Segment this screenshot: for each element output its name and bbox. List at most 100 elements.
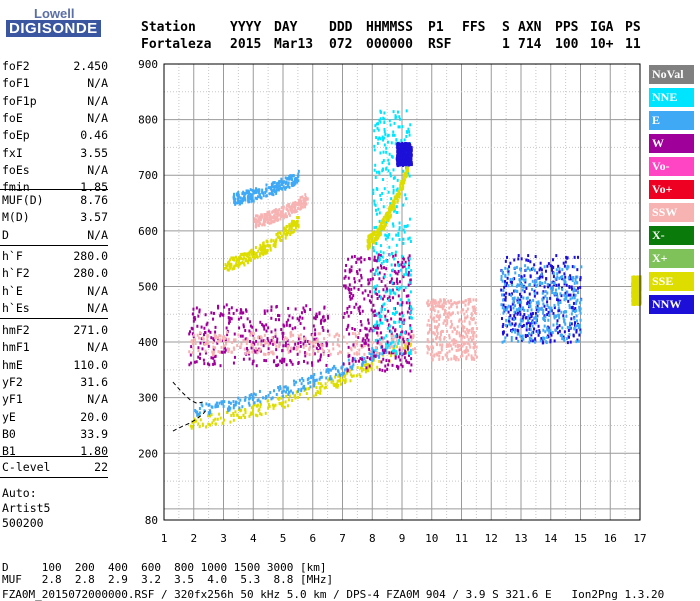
echo-point [410,307,413,311]
echo-point [274,184,277,188]
echo-point [248,339,251,343]
echo-point [405,224,408,228]
echo-point [262,220,265,224]
echo-point [238,401,241,405]
echo-point [517,254,520,258]
echo-point [503,308,506,312]
echo-point [401,301,404,305]
echo-point [403,262,406,266]
echo-point [546,300,549,304]
echo-point [379,321,382,325]
echo-point [378,338,381,342]
echo-point [525,258,528,262]
echo-point [252,360,255,364]
echo-point [472,307,475,311]
echo-point [244,395,247,399]
echo-point [521,325,524,329]
echo-point [402,150,405,154]
echo-point [537,302,540,306]
echo-point [381,224,384,228]
echo-point [458,318,461,322]
echo-point [473,305,476,309]
echo-point [263,333,266,337]
echo-point [389,202,392,206]
x-tick-label: 2 [190,532,197,545]
echo-point [189,424,192,428]
echo-point [196,324,199,328]
echo-point [396,281,399,285]
echo-point [207,344,210,348]
echo-point [430,350,433,354]
legend-entry: NNW [649,295,694,314]
echo-point [272,185,275,189]
echo-point [251,412,254,416]
echo-point [398,238,401,242]
echo-point [389,213,392,217]
echo-point [404,351,407,355]
header-label: AXN [518,20,542,35]
echo-point [513,266,516,270]
echo-point [511,277,514,281]
echo-point [379,117,382,121]
echo-point [520,338,523,342]
echo-point [632,287,635,291]
echo-point [376,365,379,369]
echo-point [402,180,405,184]
echo-point [218,339,221,343]
echo-point [506,267,509,271]
echo-point [197,346,200,350]
echo-point [280,206,283,210]
echo-point [445,315,448,319]
echo-point [195,419,198,423]
param-name: foF1p [2,93,37,108]
echo-point [383,130,386,134]
echo-point [270,350,273,354]
echo-point [290,346,293,350]
echo-point [395,195,398,199]
echo-point [438,314,441,318]
echo-point [289,208,292,212]
echo-point [385,211,388,215]
echo-point [287,306,290,310]
echo-point [367,238,370,242]
echo-point [394,342,397,346]
echo-point [356,270,359,274]
echo-point [579,307,582,311]
echo-point [377,207,380,211]
echo-point [303,384,306,388]
footer-info-row: FZA0M_2015072000000.RSF / 320fx256h 50 k… [2,588,665,601]
echo-point [408,236,411,240]
echo-point [306,197,309,201]
echo-point [233,258,236,262]
echo-point [274,318,277,322]
echo-point [519,308,522,312]
echo-point [519,304,522,308]
echo-point [518,273,521,277]
echo-point [272,342,275,346]
echo-point [236,257,239,261]
echo-point [391,133,394,137]
echo-point [548,331,551,335]
echo-point [442,321,445,325]
echo-point [394,271,397,275]
legend-entry: E [649,111,694,130]
echo-point [392,291,395,295]
echo-point [340,350,343,354]
echo-point [346,310,349,314]
echo-point [305,352,308,356]
echo-point [563,330,566,334]
echo-point [431,338,434,342]
echo-point [258,192,261,196]
echo-point [288,205,291,209]
echo-point [367,282,370,286]
echo-point [237,396,240,400]
echo-point [292,223,295,227]
echo-point [409,315,412,319]
echo-point [639,288,642,292]
echo-point [249,396,252,400]
echo-point [525,286,528,290]
echo-point [403,273,406,277]
echo-point [407,142,410,146]
echo-point [431,303,434,307]
echo-point [406,360,409,364]
